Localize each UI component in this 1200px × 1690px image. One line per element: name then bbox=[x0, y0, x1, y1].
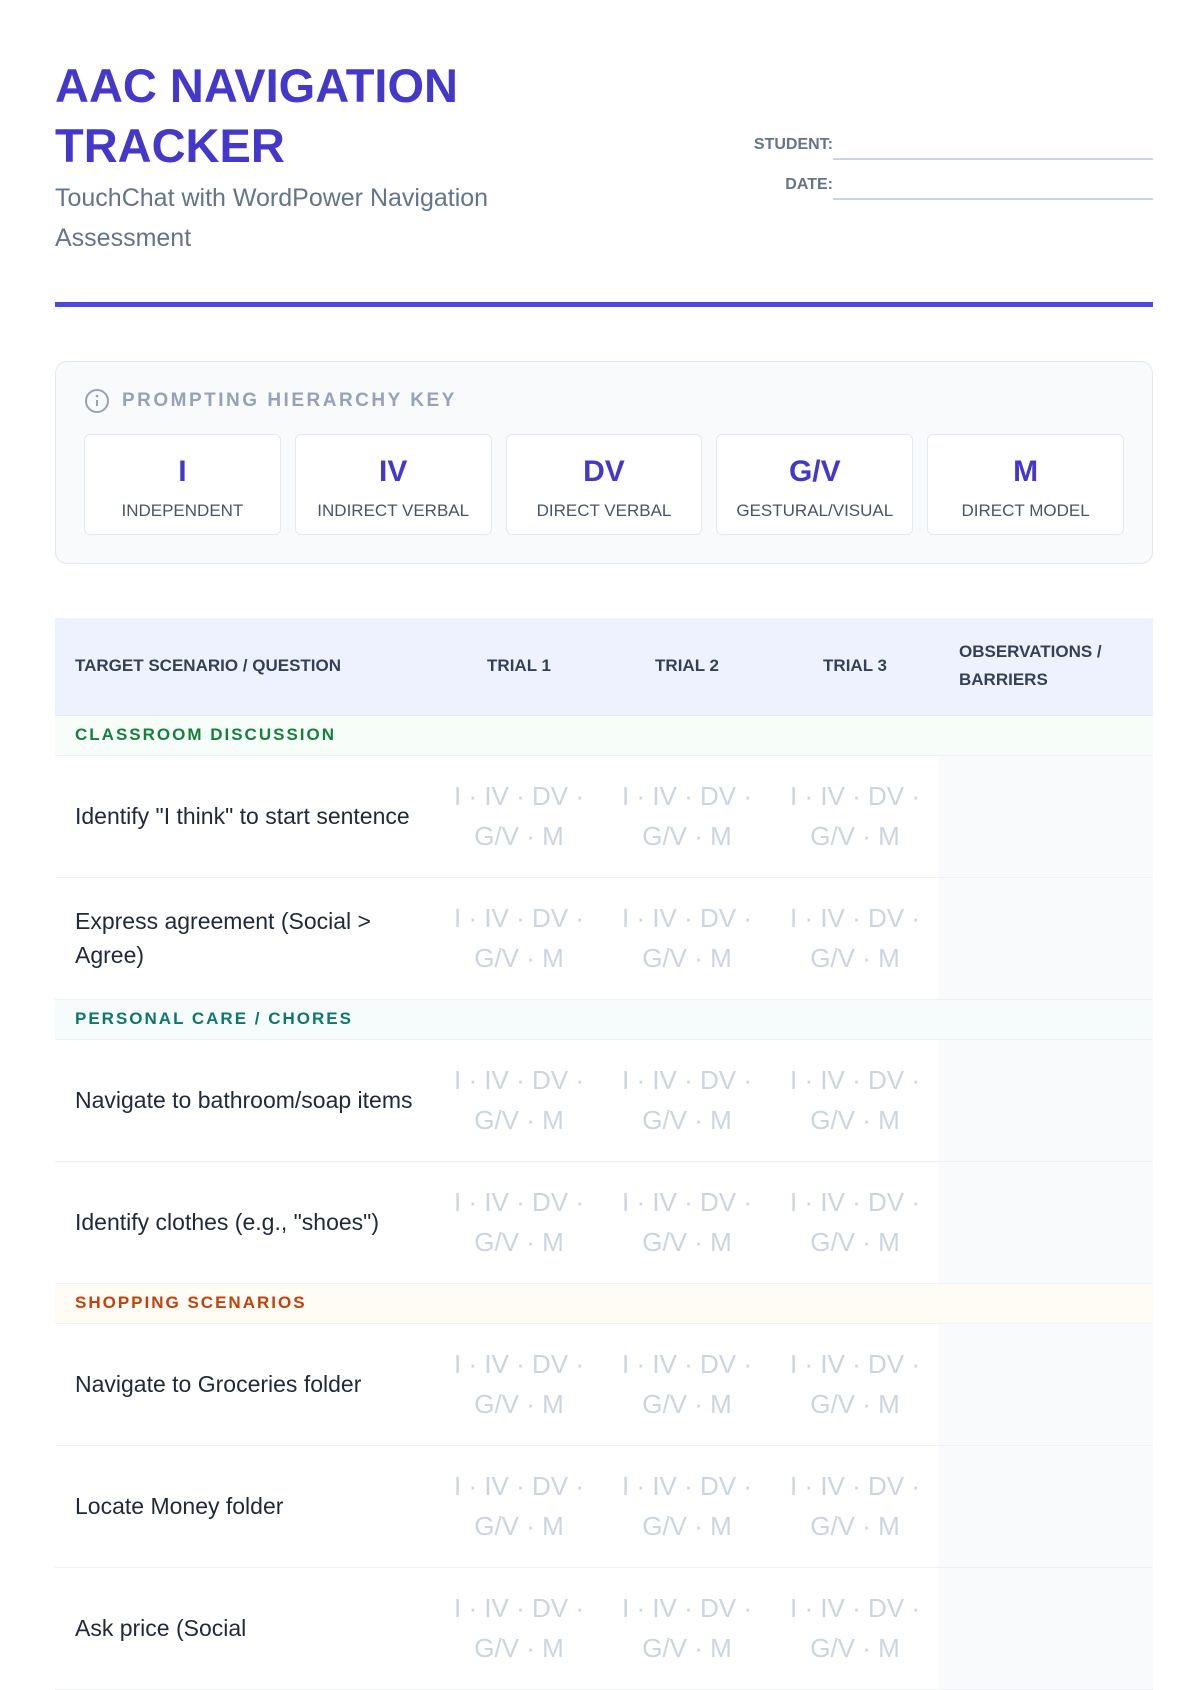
subtitle: TouchChat with WordPower Navigation Asse… bbox=[55, 184, 489, 252]
task-row: Navigate to Groceries folder I · IV · DV … bbox=[55, 1323, 1153, 1446]
section-row: CLASSROOM DISCUSSION bbox=[55, 715, 1153, 756]
key-label: GESTURAL/VISUAL bbox=[736, 501, 894, 520]
column-header: TRIAL 3 bbox=[771, 618, 939, 716]
trial-options[interactable]: I · IV · DV · G/V · M bbox=[771, 1567, 939, 1690]
trial-options[interactable]: I · IV · DV · G/V · M bbox=[435, 755, 603, 878]
observations[interactable] bbox=[939, 877, 1153, 1000]
task: Express agreement (Social > Agree) bbox=[55, 877, 435, 1000]
trial-options[interactable]: I · IV · DV · G/V · M bbox=[603, 755, 771, 878]
column-header: TARGET SCENARIO / QUESTION bbox=[55, 618, 435, 716]
observations[interactable] bbox=[939, 1161, 1153, 1284]
task: Locate Money folder bbox=[55, 1445, 435, 1568]
key-label: INDEPENDENT bbox=[121, 501, 244, 520]
trial-options[interactable]: I · IV · DV · G/V · M bbox=[771, 1161, 939, 1284]
trial-options[interactable]: I · IV · DV · G/V · M bbox=[603, 1161, 771, 1284]
date-field[interactable]: DATE: bbox=[743, 160, 1153, 200]
key-code: IV bbox=[379, 455, 408, 488]
column-header: OBSERVATIONS / BARRIERS bbox=[939, 618, 1153, 716]
student-field[interactable]: STUDENT: bbox=[743, 120, 1153, 160]
task-row: Navigate to bathroom/soap items I · IV · … bbox=[55, 1039, 1153, 1162]
trial-options[interactable]: I · IV · DV · G/V · M bbox=[771, 755, 939, 878]
task-row: Identify clothes (e.g., "shoes") I · IV ·… bbox=[55, 1161, 1153, 1284]
task: Navigate to bathroom/soap items bbox=[55, 1039, 435, 1162]
trial-options[interactable]: I · IV · DV · G/V · M bbox=[771, 877, 939, 1000]
title: AAC NAVIGATION TRACKER bbox=[55, 59, 458, 172]
observations[interactable] bbox=[939, 755, 1153, 878]
trial-options[interactable]: I · IV · DV · G/V · M bbox=[435, 1323, 603, 1446]
info-icon bbox=[85, 389, 109, 413]
task-row: Locate Money folder I · IV · DV · G/V · M… bbox=[55, 1445, 1153, 1568]
trial-options[interactable]: I · IV · DV · G/V · M bbox=[771, 1323, 939, 1446]
task: Navigate to Groceries folder bbox=[55, 1323, 435, 1446]
task: Identify clothes (e.g., "shoes") bbox=[55, 1161, 435, 1284]
key-title: PROMPTING HIERARCHY KEY bbox=[122, 390, 457, 411]
key-item: G/V GESTURAL/VISUAL bbox=[716, 434, 914, 535]
section-row: SHOPPING SCENARIOS bbox=[55, 1283, 1153, 1324]
trial-options[interactable]: I · IV · DV · G/V · M bbox=[603, 1567, 771, 1690]
trial-options[interactable]: I · IV · DV · G/V · M bbox=[435, 1161, 603, 1284]
field-label: DATE: bbox=[785, 176, 833, 193]
trial-options[interactable]: I · IV · DV · G/V · M bbox=[435, 1445, 603, 1568]
key-item: IV INDIRECT VERBAL bbox=[294, 434, 492, 535]
observations[interactable] bbox=[939, 1323, 1153, 1446]
task-row: Express agreement (Social > Agree) I · IV… bbox=[55, 877, 1153, 1000]
trial-options[interactable]: I · IV · DV · G/V · M bbox=[603, 1445, 771, 1568]
key-label: DIRECT MODEL bbox=[961, 501, 1090, 520]
trial-options[interactable]: I · IV · DV · G/V · M bbox=[771, 1039, 939, 1162]
field-label: STUDENT: bbox=[753, 136, 833, 153]
header: AAC NAVIGATION TRACKER TouchChat with Wo… bbox=[55, 56, 1153, 307]
key-label: INDIRECT VERBAL bbox=[317, 501, 470, 520]
section-title: CLASSROOM DISCUSSION bbox=[55, 715, 1153, 756]
trial-options[interactable]: I · IV · DV · G/V · M bbox=[603, 877, 771, 1000]
key-label: DIRECT VERBAL bbox=[536, 501, 672, 520]
trial-options[interactable]: I · IV · DV · G/V · M bbox=[603, 1323, 771, 1446]
key-code: M bbox=[1013, 455, 1039, 488]
column-header: TRIAL 1 bbox=[435, 618, 603, 716]
trial-options[interactable]: I · IV · DV · G/V · M bbox=[435, 877, 603, 1000]
observations[interactable] bbox=[939, 1445, 1153, 1568]
section-title: SHOPPING SCENARIOS bbox=[55, 1283, 1153, 1324]
key-item: DV DIRECT VERBAL bbox=[505, 434, 703, 535]
key-code: G/V bbox=[788, 455, 841, 488]
trial-options[interactable]: I · IV · DV · G/V · M bbox=[435, 1039, 603, 1162]
section-row: PERSONAL CARE / CHORES bbox=[55, 999, 1153, 1040]
key-item: M DIRECT MODEL bbox=[927, 434, 1124, 535]
key-code: DV bbox=[583, 455, 625, 488]
key-panel: PROMPTING HIERARCHY KEY I INDEPENDENT IV IN… bbox=[55, 361, 1153, 564]
task: Ask price (Social bbox=[55, 1567, 435, 1690]
observations[interactable] bbox=[939, 1039, 1153, 1162]
trial-options[interactable]: I · IV · DV · G/V · M bbox=[603, 1039, 771, 1162]
column-header: TRIAL 2 bbox=[603, 618, 771, 716]
observations[interactable] bbox=[939, 1567, 1153, 1690]
task: Identify "I think" to start sentence bbox=[55, 755, 435, 878]
section-title: PERSONAL CARE / CHORES bbox=[55, 999, 1153, 1040]
trial-options[interactable]: I · IV · DV · G/V · M bbox=[771, 1445, 939, 1568]
key-item: I INDEPENDENT bbox=[84, 434, 281, 535]
key-code: I bbox=[178, 455, 187, 488]
tracker-table: TARGET SCENARIO / QUESTION TRIAL 1 TRIAL 2… bbox=[55, 618, 1153, 1690]
task-row: Identify "I think" to start sentence I · … bbox=[55, 755, 1153, 878]
trial-options[interactable]: I · IV · DV · G/V · M bbox=[435, 1567, 603, 1690]
